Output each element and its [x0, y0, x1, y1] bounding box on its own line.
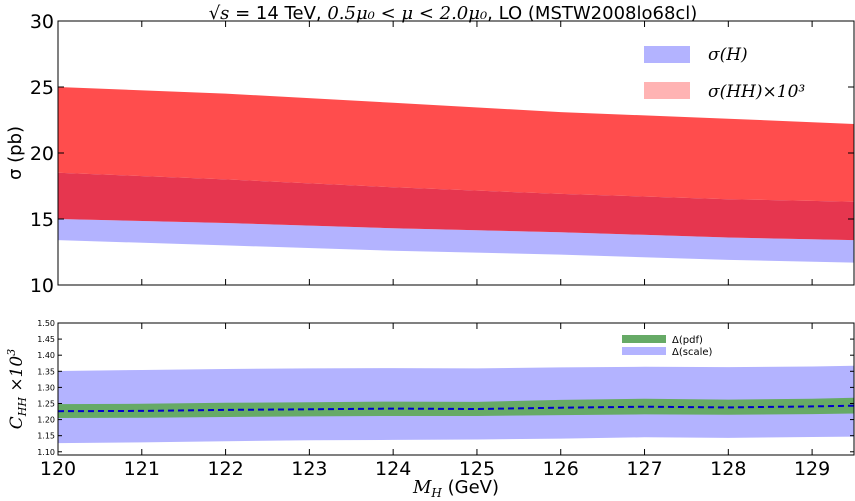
top-axis-ticks: 10 15 20 25 30: [30, 11, 854, 297]
top-y-tick-label: 20: [30, 143, 54, 165]
bottom-axes-frame: [57, 322, 855, 456]
x-tick-label: 124: [375, 458, 411, 480]
top-y-tick-label: 10: [30, 275, 54, 297]
legend-swatch-sigma-h: [644, 46, 690, 63]
bottom-plot-area: [57, 365, 855, 444]
x-axis-label: MH (GeV): [412, 477, 499, 500]
x-tick-label: 129: [794, 458, 830, 480]
top-legend: σ(H) σ(HH)×10³: [644, 45, 805, 102]
legend-swatch-sigma-hh: [644, 82, 690, 99]
bottom-y-tick-label: 1.15: [37, 432, 55, 441]
bottom-y-tick-label: 1.35: [37, 367, 55, 376]
x-tick-label: 125: [459, 458, 495, 480]
x-tick-label: 120: [40, 458, 76, 480]
top-y-tick-label: 30: [30, 11, 54, 33]
band-sigma-h: [58, 219, 854, 263]
chart-title: √s = 14 TeV, 0.5μ₀ < μ < 2.0μ₀, LO (MSTW…: [209, 3, 698, 24]
top-plot-area: [58, 87, 854, 263]
bottom-y-tick-label: 1.30: [37, 383, 55, 392]
bottom-axis-ticks: 1.10 1.15 1.20 1.25 1.30 1.35 1.40 1.45 1.50 120 1…: [37, 319, 854, 480]
bottom-y-tick-label: 1.10: [37, 448, 55, 457]
top-y-tick-label: 15: [30, 209, 54, 231]
band-sigma-hh: [58, 87, 854, 202]
x-tick-label: 123: [291, 458, 327, 480]
x-tick-label: 128: [710, 458, 746, 480]
bottom-y-tick-label: 1.45: [37, 335, 55, 344]
bottom-y-tick-label: 1.40: [37, 351, 55, 360]
legend-label-sigma-h: σ(H): [708, 45, 748, 65]
x-tick-label: 122: [207, 458, 243, 480]
bottom-y-tick-label: 1.50: [37, 319, 55, 328]
x-tick-label: 121: [124, 458, 160, 480]
legend-swatch-pdf: [622, 335, 666, 343]
legend-label-pdf: Δ(pdf): [672, 335, 703, 346]
top-y-axis-label: σ (pb): [5, 126, 26, 180]
legend-label-scale: Δ(scale): [672, 347, 713, 358]
x-tick-label: 126: [543, 458, 579, 480]
band-overlap: [58, 172, 854, 241]
top-y-tick-label: 25: [30, 77, 54, 99]
x-tick-label: 127: [626, 458, 662, 480]
bottom-y-tick-label: 1.20: [37, 416, 55, 425]
band-pdf: [58, 397, 854, 418]
legend-label-sigma-hh: σ(HH)×10³: [708, 82, 805, 102]
bottom-y-axis-label: CHH ×103: [5, 349, 29, 429]
bottom-y-tick-label: 1.25: [37, 399, 55, 408]
bottom-legend: Δ(pdf) Δ(scale): [622, 335, 713, 358]
legend-swatch-scale: [622, 347, 666, 355]
